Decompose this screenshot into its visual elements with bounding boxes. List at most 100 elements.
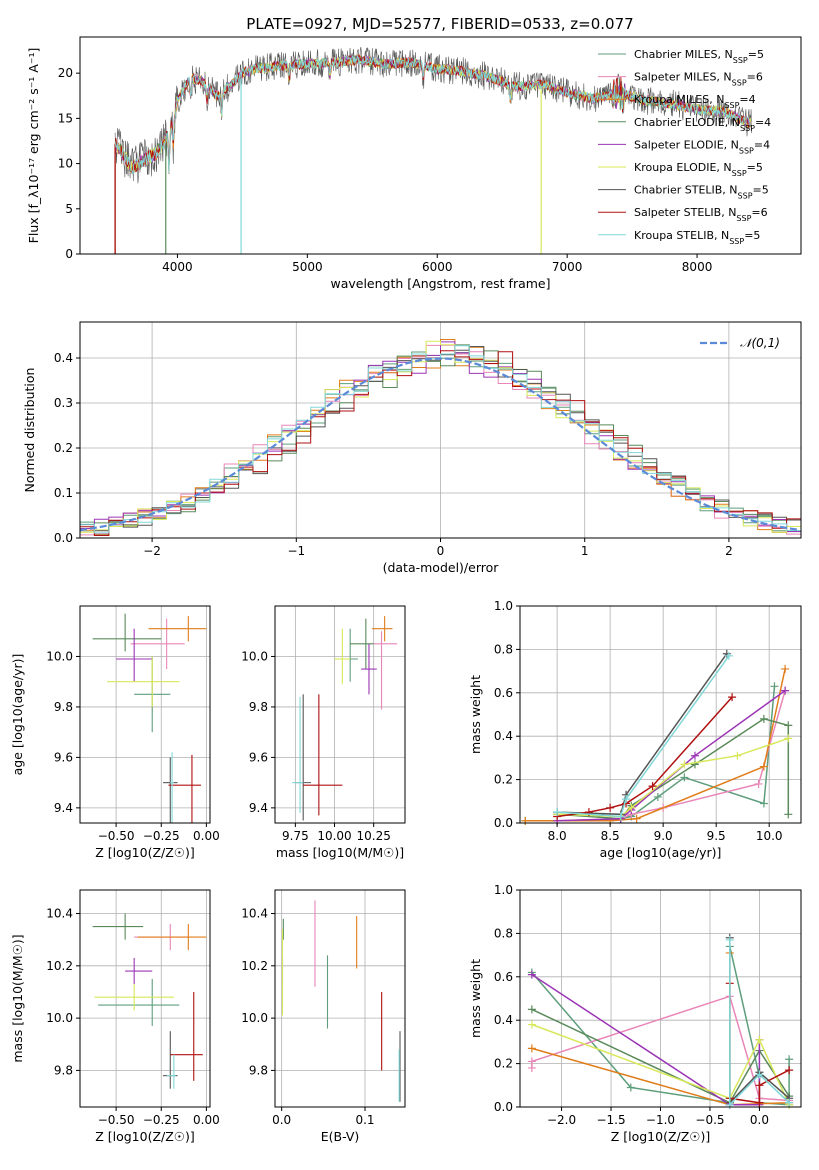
weight-marker [724, 651, 733, 660]
weight-marker [553, 808, 562, 817]
weight-marker [690, 751, 699, 760]
x-tick-label: −1.5 [596, 1113, 625, 1127]
weight-series-line [531, 973, 761, 1106]
axes-frame [79, 889, 211, 1108]
legend-entry: Salpeter STELIB, NSSP=6 [634, 206, 768, 223]
weight-marker [527, 970, 536, 979]
weight-marker [733, 751, 742, 760]
x-tick-label: 0 [437, 544, 445, 558]
y-tick-label: 5 [65, 202, 73, 216]
x-tick-label: 0.00 [193, 1113, 220, 1127]
weight-marker [785, 1098, 794, 1107]
x-axis-label: (data-model)/error [383, 560, 500, 575]
weight-series-line [557, 690, 786, 822]
weight-series-line [556, 696, 733, 818]
weight-marker [690, 760, 699, 769]
y-tick-label: 1.0 [494, 599, 513, 613]
x-tick-label: −2.0 [547, 1113, 576, 1127]
y-tick-label: 0.2 [54, 441, 73, 455]
weight-marker [754, 779, 763, 788]
weight-marker [680, 773, 689, 782]
x-tick-label: −1.0 [646, 1113, 675, 1127]
legend-entry: Chabrier STELIB, NSSP=5 [634, 184, 769, 201]
y-tick-label: 10.4 [241, 907, 268, 921]
x-tick-label: −0.25 [143, 1113, 180, 1127]
mass-weight-vs-metallicity-axes: −2.0 −1.5 −1.0 −0.5 0.0 0.0 0.2 0.4 0.6 0.8 1.0 Z [… [468, 883, 802, 1144]
y-tick-label: 10.2 [46, 959, 73, 973]
weight-marker [626, 1083, 635, 1092]
x-axis-label: Z [log10(Z/Z☉)] [95, 1129, 195, 1144]
y-tick-label: 10.0 [46, 649, 73, 663]
plot-area [92, 613, 207, 823]
weight-marker [680, 760, 689, 769]
x-tick-label: 9.5 [707, 829, 726, 843]
weight-series-line [557, 653, 728, 816]
x-tick-label: 10.25 [356, 829, 390, 843]
weight-marker [755, 1081, 764, 1090]
x-axis-label: mass [log10(M/M☉)] [276, 845, 404, 860]
plot-area [80, 339, 801, 537]
weight-marker [632, 814, 641, 823]
histogram-series [80, 345, 801, 536]
x-axis-label: Z [log10(Z/Z☉)] [95, 845, 195, 860]
y-tick-label: 9.6 [54, 750, 73, 764]
legend-entry: Kroupa STELIB, NSSP=5 [634, 229, 760, 246]
x-tick-label: −0.50 [98, 829, 135, 843]
x-tick-label: 8.0 [548, 829, 567, 843]
x-tick-label: 4000 [162, 260, 193, 274]
weight-series-line [557, 689, 786, 822]
y-tick-label: 0.0 [54, 531, 73, 545]
weight-series-line [557, 655, 730, 818]
weight-marker [781, 686, 790, 695]
x-tick-label: −0.5 [695, 1113, 724, 1127]
x-axis-label: age [log10(age/yr)] [600, 845, 722, 860]
weight-marker [770, 682, 779, 691]
y-tick-label: 1.0 [494, 883, 513, 897]
y-tick-label: 0.3 [54, 396, 73, 410]
y-axis-label: age [log10(age/yr)] [10, 654, 25, 776]
x-tick-label: 10.00 [317, 829, 351, 843]
x-tick-label: 9.0 [654, 829, 673, 843]
spectrum-series-line [114, 46, 752, 184]
y-tick-label: 0.4 [54, 351, 73, 365]
plot-area [92, 913, 207, 1089]
x-axis-label: E(B-V) [321, 1129, 360, 1144]
x-axis-label: wavelength [Angstrom, rest frame] [330, 276, 550, 291]
x-tick-label: 9.75 [282, 829, 309, 843]
legend-entry: Salpeter ELODIE, NSSP=4 [634, 138, 770, 155]
axes-frame [79, 605, 211, 824]
figure-title: PLATE=0927, MJD=52577, FIBERID=0533, z=0… [246, 15, 633, 33]
y-tick-label: 0.8 [494, 642, 513, 656]
y-tick-label: 9.4 [54, 801, 73, 815]
y-tick-label: 9.8 [249, 1063, 268, 1077]
legend: 𝒩(0,1) [700, 336, 780, 350]
mass-weight-vs-age-axes: 8.0 8.5 9.0 9.5 10.0 0.0 0.2 0.4 0.6 0.8 1.0 age [l… [468, 599, 802, 860]
weight-marker [627, 803, 636, 812]
weight-marker [755, 1035, 764, 1044]
y-tick-label: 9.4 [249, 801, 268, 815]
x-tick-label: 6000 [422, 260, 453, 274]
weight-series-line [729, 939, 790, 1107]
legend-entry: Kroupa ELODIE, NSSP=5 [634, 161, 763, 178]
x-tick-label: 10.0 [756, 829, 783, 843]
y-tick-label: 10.0 [241, 1011, 268, 1025]
plot-area [292, 616, 398, 821]
y-tick-label: 0.1 [54, 486, 73, 500]
x-tick-label: −0.25 [143, 829, 180, 843]
x-tick-label: 0.0 [750, 1113, 769, 1127]
y-tick-label: 0.0 [494, 1100, 513, 1114]
plot-area [527, 933, 794, 1109]
y-tick-label: 0.2 [494, 773, 513, 787]
x-axis-label: Z [log10(Z/Z☉)] [611, 1129, 711, 1144]
axes-frame [79, 36, 802, 255]
histogram-axes: −2 −1 0 1 2 0.0 0.1 0.2 0.3 0.4 (data-model)/error… [22, 321, 802, 575]
weight-marker [616, 812, 625, 821]
x-tick-label: 7000 [552, 260, 583, 274]
y-tick-label: 15 [58, 111, 73, 125]
y-tick-label: 0.8 [494, 926, 513, 940]
x-tick-label: 2 [725, 544, 733, 558]
weight-marker [527, 1020, 536, 1029]
spectrum-axes: 4000 5000 6000 7000 8000 0 5 10 15 20 wavelength [… [26, 36, 802, 291]
x-tick-label: −2 [143, 544, 161, 558]
